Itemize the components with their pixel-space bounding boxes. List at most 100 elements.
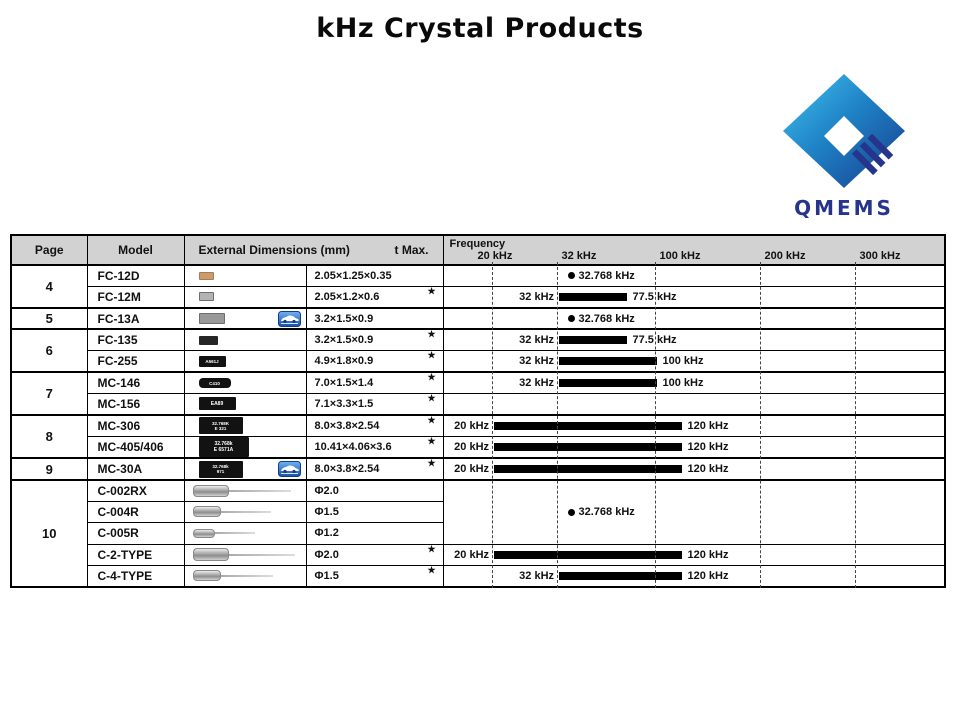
frequency-cell: 32 kHz 100 kHz (442, 371, 946, 395)
package-image-cell (183, 522, 307, 545)
chip-marking: 32.768k (212, 464, 229, 470)
freq-range-max-label: 100 kHz (662, 355, 704, 368)
qmems-logo-mark (783, 74, 905, 188)
freq-bar (558, 379, 657, 388)
table-row: 9 MC-30A 32.768k 971 8.0×3.8×2.54 ★ 20 kHz… (10, 457, 946, 481)
package-image-cell: 32.768K E 321 (183, 413, 307, 437)
freq-range-max-label: 120 kHz (687, 463, 729, 476)
table-row: 8 MC-306 32.768K E 321 8.0×3.8×2.54 ★ 20 k… (10, 413, 946, 459)
dimensions-cell: 8.0×3.8×2.54 ★ (305, 457, 444, 481)
model-cell: C-002RX (86, 478, 185, 502)
freq-scale-label: 32 kHz (561, 250, 597, 262)
dimensions-cell: Φ2.0 ★ (305, 543, 444, 566)
dimensions-cell: 7.1×3.3×1.5 ★ (305, 393, 444, 416)
t-max-star: ★ (427, 393, 436, 404)
table-row: C-005R Φ1.2 (11, 522, 945, 545)
freq-range-max-label: 100 kHz (662, 377, 704, 390)
package-chip-image (198, 313, 225, 325)
package-image-cell (183, 328, 307, 352)
freq-bar (558, 571, 682, 580)
table-row: C-2-TYPE Φ2.0 ★ 20 kHz 120 kHz (11, 543, 946, 566)
frequency-title: Frequency (449, 238, 506, 250)
model-cell: MC-30A (86, 457, 185, 481)
page-cell: 4 (10, 264, 88, 309)
frequency-cell: 32 kHz 100 kHz (442, 350, 946, 373)
dimensions-cell: 2.05×1.2×0.6 ★ (305, 285, 444, 309)
freq-range-max-label: 120 kHz (687, 569, 729, 582)
dimensions-value: 10.41×4.06×3.6 (314, 441, 392, 454)
dimensions-cell: 10.41×4.06×3.6 ★ (305, 436, 444, 459)
dimensions-value: 7.1×3.3×1.5 (314, 397, 374, 410)
package-chip-image: 32.768k 971 (198, 460, 243, 478)
freq-dot (567, 315, 575, 323)
freq-bar (558, 336, 627, 345)
freq-dot (567, 272, 575, 280)
dimensions-cell: Φ1.5 (305, 500, 444, 524)
package-chip-image: EA89 (198, 397, 236, 411)
dimensions-value: 7.0×1.5×1.4 (314, 377, 374, 390)
freq-bar (493, 443, 682, 452)
dimensions-value: 2.05×1.2×0.6 (314, 290, 380, 303)
freq-range-max-label: 77.5 kHz (632, 290, 677, 303)
header-dimensions-label: External Dimensions (mm) (198, 243, 350, 257)
table-row: MC-156 EA89 7.1×3.3×1.5 ★ (11, 393, 946, 416)
freq-bar (493, 465, 682, 474)
package-chip-image (198, 271, 214, 280)
table-row: 7 MC-146 C410 7.0×1.5×1.4 ★ 32 kHz 100 kH… (10, 371, 946, 416)
package-chip-image (198, 292, 214, 302)
package-chip-image: 32.768K E 321 (198, 417, 243, 435)
frequency-cell: 32.768 kHz (442, 306, 946, 330)
freq-value-label: 32.768 kHz (578, 312, 635, 325)
model-cell: FC-255 (86, 350, 185, 373)
page-cell: 6 (10, 328, 88, 373)
chip-marking: E 321 (214, 425, 227, 431)
frequency-cell: 20 kHz 120 kHz (442, 413, 946, 437)
freq-range-max-label: 120 kHz (687, 441, 729, 454)
package-image-cell (183, 306, 307, 330)
t-max-star: ★ (427, 458, 436, 469)
frequency-cell: 32 kHz 120 kHz (442, 564, 946, 588)
freq-bar (493, 550, 682, 559)
package-image-cell: 32.768k 971 (183, 457, 307, 481)
model-cell: MC-405/406 (86, 435, 185, 459)
model-cell: FC-13A (86, 306, 185, 330)
frequency-cell (442, 393, 946, 416)
frequency-cell: 32 kHz 77.5 kHz (442, 328, 946, 352)
chip-marking: E 6571A (213, 447, 234, 454)
dimensions-value: Φ1.2 (314, 527, 339, 540)
dimensions-value: 3.2×1.5×0.9 (314, 334, 374, 347)
package-chip-image: 32.768k E 6571A (198, 437, 249, 458)
model-cell: FC-135 (86, 328, 185, 352)
package-cylinder-image (192, 570, 221, 582)
package-cylinder-image (192, 484, 229, 497)
package-image-cell (183, 264, 307, 287)
freq-range-max-label: 77.5 kHz (632, 334, 677, 347)
package-chip-image (198, 335, 218, 345)
chip-marking: 971 (216, 469, 225, 475)
qmems-logo-text: QMEMS (794, 196, 894, 220)
dimensions-value: 8.0×3.8×2.54 (314, 419, 380, 432)
package-cylinder-image (192, 506, 221, 518)
package-image-cell (183, 285, 307, 309)
freq-range-min-label: 20 kHz (454, 548, 490, 561)
page-cell: 5 (10, 306, 88, 330)
frequency-cell: 32 kHz 77.5 kHz (442, 285, 946, 309)
qmems-logo: QMEMS (778, 72, 910, 220)
frequency-cell: 20 kHz 120 kHz (442, 543, 946, 566)
model-cell: C-004R (86, 500, 185, 524)
freq-scale-label: 300 kHz (859, 250, 901, 262)
dimensions-value: 4.9×1.8×0.9 (314, 355, 374, 368)
frequency-cell: 20 kHz 120 kHz (442, 457, 946, 481)
dimensions-cell: 3.2×1.5×0.9 ★ (305, 328, 444, 352)
dimensions-cell: Φ1.5 ★ (305, 565, 444, 588)
model-cell: FC-12D (86, 264, 185, 287)
table-row: 10 C-002RX Φ2.0 32.768 kHz (10, 478, 946, 588)
page-cell: 7 (10, 371, 88, 416)
header-dimensions: External Dimensions (mm) t Max. (183, 234, 444, 266)
dimensions-value: Φ2.0 (314, 484, 339, 497)
package-image-cell (183, 478, 307, 502)
dimensions-cell: 8.0×3.8×2.54 ★ (305, 413, 444, 437)
dimensions-cell: Φ1.2 (305, 522, 444, 545)
package-lead-wire (220, 574, 273, 577)
dimensions-value: Φ1.5 (314, 505, 339, 518)
